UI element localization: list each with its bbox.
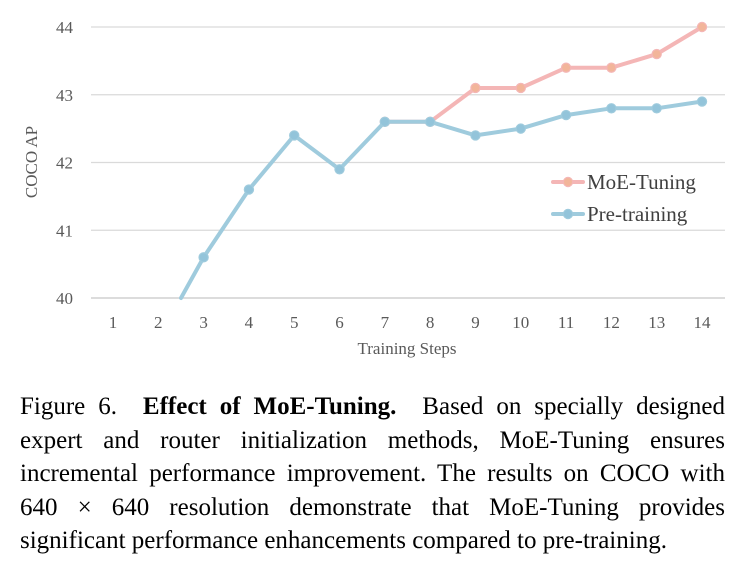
series-line-pre-training	[179, 99, 704, 300]
point-pre-training-9	[470, 130, 481, 141]
legend-marker-moe-tuning	[562, 176, 574, 188]
x-tick-label-2: 2	[154, 313, 163, 332]
point-pre-training-4	[243, 184, 255, 195]
legend-marker-pre-training	[562, 208, 574, 220]
x-axis-title: Training Steps	[357, 339, 456, 358]
x-tick-label-11: 11	[558, 313, 574, 332]
series-line-moe-tuning	[382, 25, 704, 124]
figure-caption: Figure 6. Effect of MoE-Tuning. Based on…	[20, 390, 725, 558]
x-tick-label-5: 5	[290, 313, 299, 332]
point-pre-training-7	[379, 116, 391, 128]
point-pre-training-12	[606, 103, 617, 114]
point-pre-training-8	[424, 116, 436, 128]
point-pre-training-11	[560, 109, 572, 121]
point-moe-tuning-13	[651, 48, 662, 60]
x-tick-label-9: 9	[471, 313, 480, 332]
y-axis-title: COCO AP	[22, 126, 41, 198]
point-pre-training-3	[198, 252, 209, 263]
point-pre-training-6	[334, 164, 345, 175]
point-moe-tuning-14	[696, 21, 708, 33]
point-moe-tuning-12	[606, 62, 617, 73]
x-tick-label-3: 3	[199, 313, 208, 332]
gridlines	[91, 26, 725, 299]
caption-body: Based on specially designed expert and r…	[20, 393, 725, 554]
y-tick-label-43: 43	[56, 86, 73, 105]
x-tick-label-7: 7	[381, 313, 390, 332]
x-tick-label-13: 13	[648, 313, 665, 332]
x-tick-label-4: 4	[245, 313, 254, 332]
x-tick-label-10: 10	[512, 313, 529, 332]
x-tick-label-6: 6	[335, 313, 344, 332]
y-tick-label-42: 42	[56, 154, 73, 173]
caption-label: Figure 6.	[20, 393, 117, 420]
x-tick-labels: 1 2 3 4 5 6 7 8 9 10 11 12 13 14	[109, 313, 711, 332]
y-tick-label-44: 44	[56, 18, 74, 37]
legend-label-moe-tuning: MoE-Tuning	[587, 170, 696, 194]
x-tick-label-8: 8	[426, 313, 435, 332]
point-moe-tuning-10	[515, 82, 526, 94]
point-moe-tuning-9	[470, 82, 481, 94]
point-pre-training-14	[696, 96, 708, 107]
x-tick-label-14: 14	[694, 313, 712, 332]
y-tick-label-41: 41	[56, 221, 73, 240]
point-pre-training-10	[515, 123, 526, 134]
x-tick-label-1: 1	[109, 313, 118, 332]
point-moe-tuning-11	[560, 62, 572, 73]
legend: MoE-Tuning Pre-training	[551, 170, 696, 226]
series-lines	[179, 21, 708, 300]
legend-label-pre-training: Pre-training	[587, 202, 688, 226]
x-tick-label-12: 12	[603, 313, 620, 332]
caption-title: Effect of MoE-Tuning.	[142, 393, 397, 420]
point-pre-training-5	[289, 130, 300, 141]
y-tick-labels: 40 41 42 43 44	[56, 18, 74, 308]
point-pre-training-13	[651, 103, 662, 114]
y-tick-label-40: 40	[56, 289, 73, 308]
